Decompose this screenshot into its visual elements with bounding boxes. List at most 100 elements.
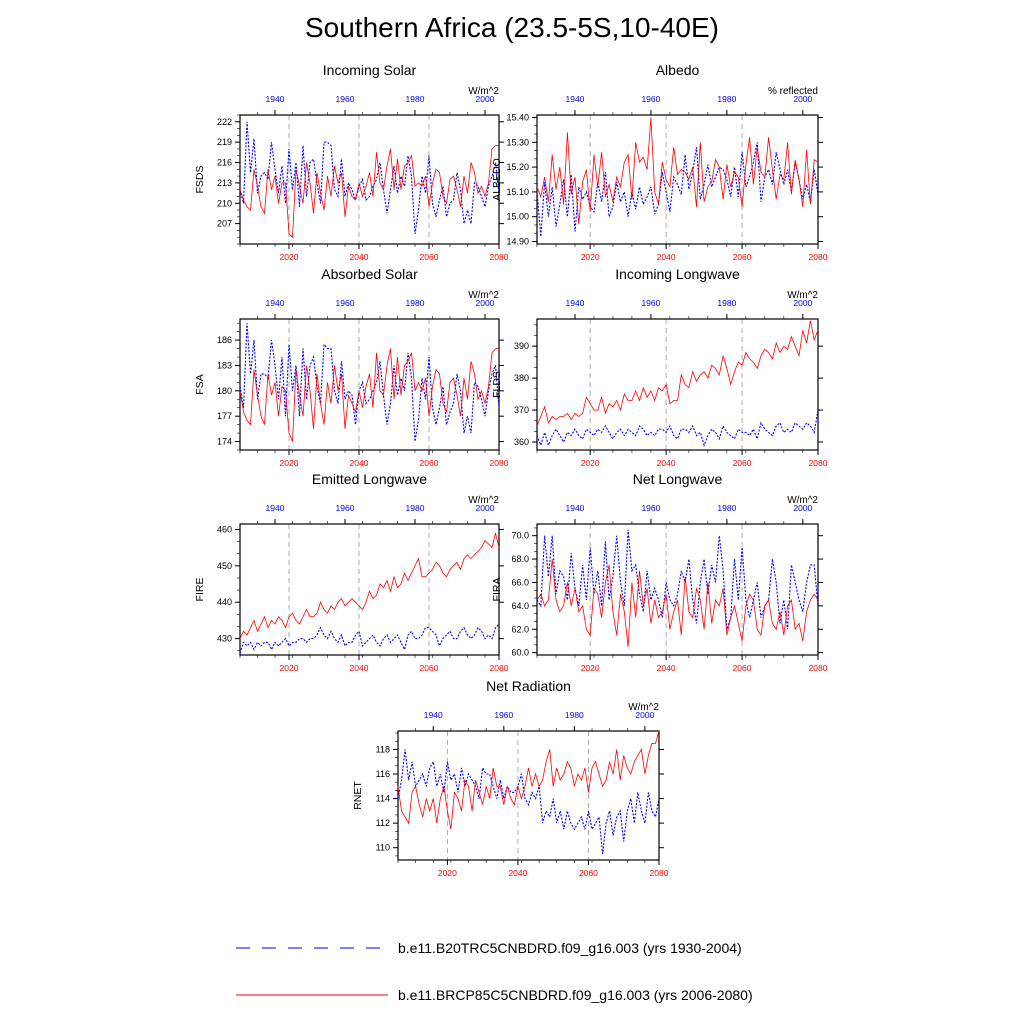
x-tick-label-top: 1960: [336, 503, 355, 513]
series-line-future: [239, 348, 499, 442]
x-tick-label-bottom: 2080: [809, 458, 828, 468]
y-tick-label: 118: [376, 744, 390, 754]
x-tick-label-top: 1940: [266, 503, 285, 513]
panel-title: Emitted Longwave: [312, 471, 427, 487]
x-tick-label-top: 2000: [476, 94, 495, 104]
y-tick-label: 430: [217, 634, 232, 644]
series-line-future: [397, 730, 660, 830]
y-tick-label: 70.0: [511, 531, 529, 541]
y-tick-label: 186: [217, 335, 232, 345]
x-tick-label-top: 1940: [566, 503, 585, 513]
y-tick-label: 62.0: [511, 624, 529, 634]
x-tick-label-top: 1980: [717, 94, 736, 104]
x-tick-label-bottom: 2020: [438, 868, 457, 878]
x-tick-label-bottom: 2080: [490, 663, 509, 673]
x-tick-label-bottom: 2020: [280, 252, 299, 262]
x-tick-label-top: 1960: [641, 503, 660, 513]
x-tick-label-bottom: 2040: [508, 868, 527, 878]
units-label: W/m^2: [468, 290, 499, 301]
y-tick-label: 66.0: [511, 577, 529, 587]
series-line-historical: [239, 323, 500, 442]
x-tick-label-bottom: 2040: [350, 458, 369, 468]
y-tick-label: 380: [514, 373, 529, 383]
y-tick-label: 60.0: [511, 648, 529, 658]
plot-frame: [239, 318, 500, 451]
panel-incoming-longwave: 360 370 380 390 2020 2040 2060 2080 1940 1960 1980…: [491, 266, 828, 468]
x-tick-label-bottom: 2060: [420, 458, 439, 468]
x-tick-label-bottom: 2040: [350, 252, 369, 262]
y-tick-label: 207: [217, 219, 232, 229]
y-tick-label: 110: [376, 843, 390, 853]
y-tick-label: 15.30: [506, 137, 529, 147]
panel-net-longwave: 60.0 62.0 64.0 66.0 68.0 70.0 2020 2040 2060 2080…: [491, 471, 828, 673]
y-tick-label: 450: [217, 561, 232, 571]
x-tick-label-top: 1980: [406, 94, 425, 104]
y-axis-label: ALBEDO: [491, 158, 503, 201]
y-tick-label: 14.90: [506, 237, 529, 247]
x-tick-label-bottom: 2080: [490, 252, 509, 262]
y-tick-label: 116: [376, 769, 390, 779]
series-line-historical: [536, 529, 819, 630]
x-tick-label-top: 1960: [336, 94, 355, 104]
series-line-future: [239, 533, 500, 639]
x-tick-label-bottom: 2060: [579, 868, 598, 878]
panel-title: Absorbed Solar: [321, 266, 418, 282]
y-tick-label: 15.00: [506, 212, 529, 222]
y-axis-label: FSA: [194, 374, 206, 394]
x-tick-label-bottom: 2040: [657, 663, 676, 673]
y-tick-label: 183: [217, 360, 232, 370]
x-tick-label-top: 1960: [336, 298, 355, 308]
y-tick-label: 64.0: [511, 601, 529, 611]
plot-frame: [397, 730, 660, 861]
x-tick-label-bottom: 2080: [809, 663, 828, 673]
panel-title: Incoming Solar: [323, 62, 417, 78]
x-tick-label-top: 2000: [476, 503, 495, 513]
panel-net-radiation: 110 112 114 116 118 2020 2040 2060 2080 1940 1960 1…: [352, 678, 669, 878]
x-tick-label-bottom: 2080: [809, 252, 828, 262]
panel-title: Net Radiation: [486, 678, 571, 694]
series-line-historical: [397, 749, 660, 854]
x-tick-label-bottom: 2060: [420, 252, 439, 262]
x-tick-label-top: 1960: [494, 710, 513, 720]
y-tick-label: 216: [217, 158, 232, 168]
panel-incoming-solar: 207 210 213 216 219 222 2020 2040 2060 2080 1940 19…: [194, 62, 509, 262]
plot-frame: [239, 114, 500, 245]
y-tick-label: 219: [217, 137, 232, 147]
x-tick-label-bottom: 2080: [490, 458, 509, 468]
series-line-historical: [536, 142, 819, 237]
y-axis-label: FSDS: [194, 165, 206, 193]
y-tick-label: 180: [217, 386, 232, 396]
x-tick-label-top: 1940: [424, 710, 443, 720]
y-tick-label: 114: [376, 794, 390, 804]
series-line-historical: [536, 410, 819, 447]
x-tick-label-top: 1960: [641, 94, 660, 104]
y-tick-label: 222: [217, 117, 232, 127]
y-axis-label: RNET: [352, 781, 364, 810]
x-tick-label-bottom: 2020: [581, 458, 600, 468]
y-tick-label: 460: [217, 524, 232, 534]
plot-frame: [536, 523, 819, 656]
plot-frame: [239, 523, 500, 656]
y-tick-label: 15.20: [506, 162, 529, 172]
x-tick-label-top: 2000: [476, 298, 495, 308]
x-tick-label-top: 1940: [266, 298, 285, 308]
plot-frame: [536, 318, 819, 451]
x-tick-label-top: 1940: [266, 94, 285, 104]
legend-future-label: b.e11.BRCP85C5CNBDRD.f09_g16.003 (yrs 20…: [398, 987, 753, 1003]
panel-title: Albedo: [656, 62, 700, 78]
series-line-historical: [239, 623, 500, 654]
x-tick-label-bottom: 2040: [657, 458, 676, 468]
series-line-future: [536, 559, 819, 647]
y-tick-label: 210: [217, 198, 232, 208]
y-tick-label: 15.10: [506, 187, 529, 197]
x-tick-label-top: 1980: [406, 503, 425, 513]
x-tick-label-bottom: 2060: [733, 458, 752, 468]
y-tick-label: 112: [376, 818, 390, 828]
panels: 207 210 213 216 219 222 2020 2040 2060 2080 1940 19…: [194, 62, 828, 878]
x-tick-label-top: 1980: [717, 503, 736, 513]
units-label: W/m^2: [628, 702, 659, 713]
main-title: Southern Africa (23.5-5S,10-40E): [304, 12, 719, 43]
x-tick-label-bottom: 2020: [280, 663, 299, 673]
x-tick-label-bottom: 2060: [733, 252, 752, 262]
